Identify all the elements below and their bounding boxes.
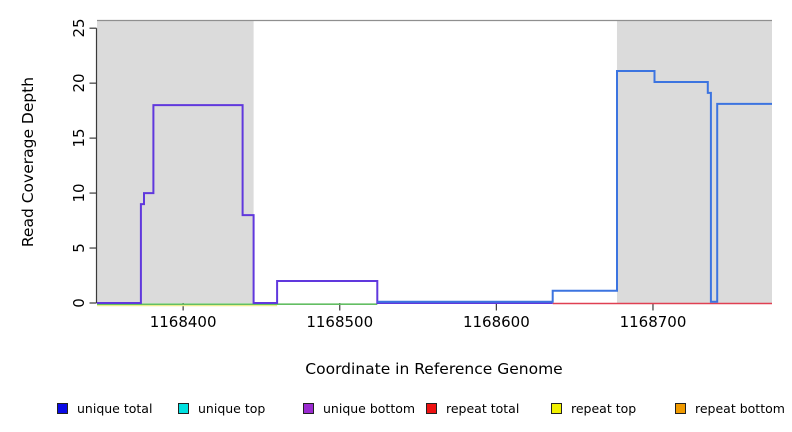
y-axis-label: Read Coverage Depth <box>19 76 37 248</box>
x-tick-label: 1168500 <box>306 313 374 331</box>
y-tick-label: 5 <box>70 243 88 253</box>
x-axis-label: Coordinate in Reference Genome <box>305 360 563 378</box>
x-tick-label: 1168700 <box>619 313 687 331</box>
y-tick-label: 10 <box>70 183 88 203</box>
y-tick-label: 15 <box>70 128 88 148</box>
x-tick-label: 1168400 <box>149 313 217 331</box>
y-tick-label: 25 <box>70 18 88 38</box>
y-tick-label: 0 <box>70 298 88 308</box>
x-tick-label: 1168600 <box>462 313 530 331</box>
y-tick-label: 20 <box>70 73 88 93</box>
